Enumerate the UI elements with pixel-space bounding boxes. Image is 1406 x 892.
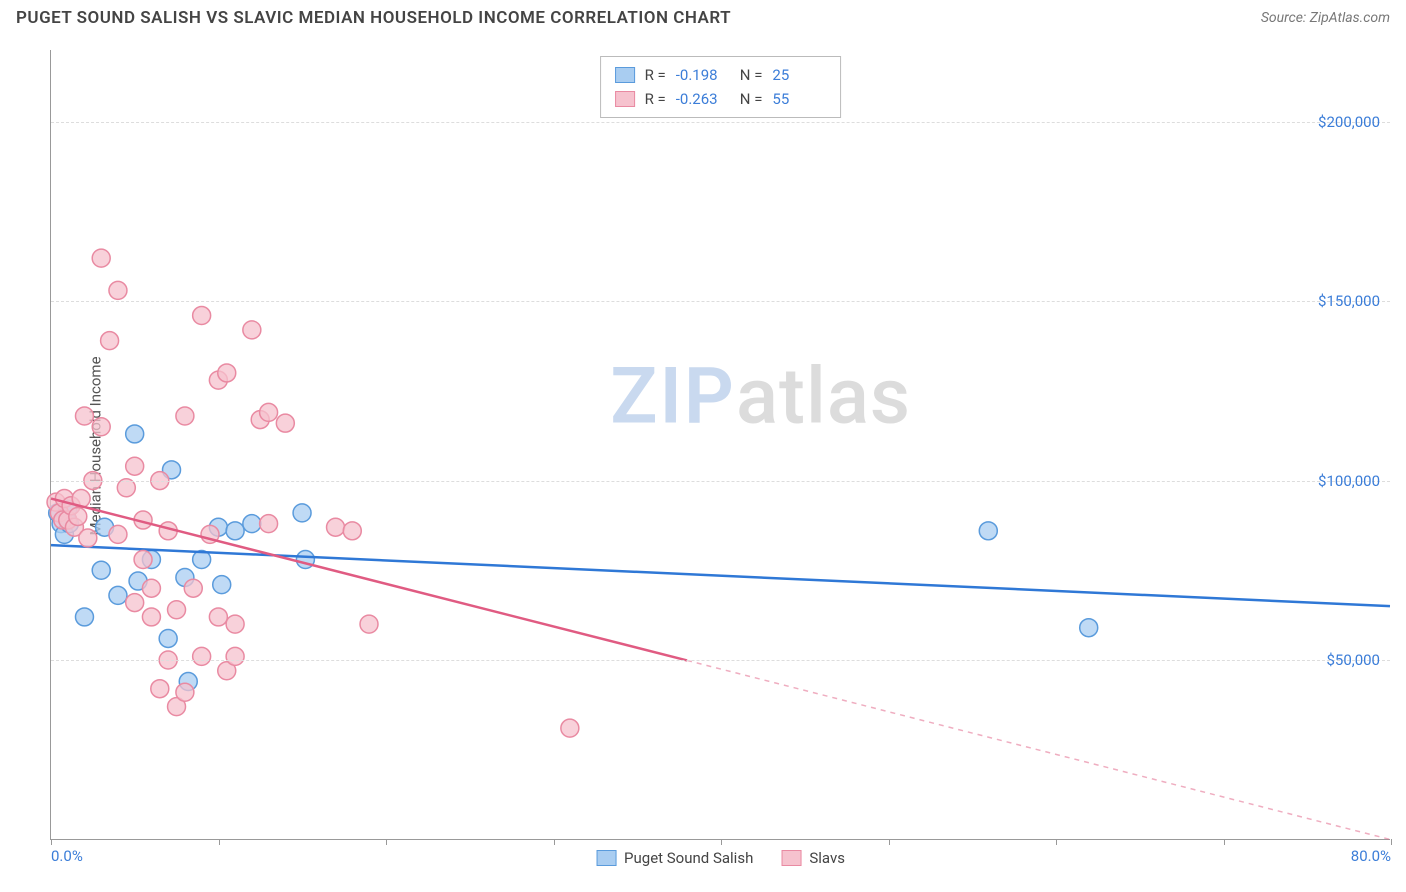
x-tick — [219, 839, 220, 845]
y-tick-label: $200,000 — [1318, 113, 1380, 131]
data-point — [168, 601, 186, 619]
x-tick — [386, 839, 387, 845]
data-point — [293, 504, 311, 522]
data-point — [126, 594, 144, 612]
legend-r-label: R = — [645, 63, 666, 87]
data-point — [1080, 619, 1098, 637]
correlation-legend: R = -0.198 N = 25 R = -0.263 N = 55 — [600, 56, 842, 118]
legend-item: Slavs — [781, 849, 845, 867]
legend-corr-row: R = -0.263 N = 55 — [615, 87, 827, 111]
legend-n-value: 25 — [772, 63, 826, 87]
x-tick — [554, 839, 555, 845]
data-point — [260, 515, 278, 533]
data-point — [193, 647, 211, 665]
data-point — [327, 518, 345, 536]
data-point — [226, 522, 244, 540]
gridline — [51, 481, 1390, 482]
data-point — [176, 683, 194, 701]
data-point — [260, 403, 278, 421]
data-point — [226, 647, 244, 665]
data-point — [79, 529, 97, 547]
data-point — [218, 364, 236, 382]
x-tick — [1224, 839, 1225, 845]
x-tick — [51, 839, 52, 845]
legend-r-value: -0.198 — [676, 63, 730, 87]
data-point — [159, 629, 177, 647]
data-point — [109, 586, 127, 604]
legend-label: Puget Sound Salish — [624, 849, 753, 867]
data-point — [109, 281, 127, 299]
data-point — [92, 418, 110, 436]
x-tick-label: 80.0% — [1351, 847, 1391, 865]
gridline — [51, 660, 1390, 661]
data-point — [92, 249, 110, 267]
legend-n-label: N = — [740, 63, 763, 87]
chart-area: ZIPatlas R =-0.198N =25R =-0.263N =55 Pu… — [50, 50, 1390, 840]
x-tick-label: 0.0% — [51, 847, 83, 865]
legend-r-label: R = — [645, 87, 666, 111]
legend-swatch — [596, 850, 616, 866]
data-point — [142, 579, 160, 597]
data-point — [101, 332, 119, 350]
y-tick-label: $100,000 — [1318, 472, 1380, 490]
data-point — [151, 680, 169, 698]
data-point — [126, 425, 144, 443]
data-point — [142, 608, 160, 626]
scatter-plot — [51, 50, 1390, 839]
legend-swatch — [615, 67, 635, 83]
data-point — [979, 522, 997, 540]
data-point — [226, 615, 244, 633]
chart-title: PUGET SOUND SALISH VS SLAVIC MEDIAN HOUS… — [16, 8, 731, 28]
data-point — [75, 608, 93, 626]
data-point — [193, 307, 211, 325]
legend-swatch — [781, 850, 801, 866]
gridline — [51, 301, 1390, 302]
data-point — [343, 522, 361, 540]
data-point — [276, 414, 294, 432]
data-point — [360, 615, 378, 633]
legend-label: Slavs — [809, 849, 845, 867]
data-point — [109, 525, 127, 543]
data-point — [184, 579, 202, 597]
regression-line-dashed — [687, 660, 1390, 839]
source-label: Source: ZipAtlas.com — [1261, 10, 1390, 26]
x-tick — [1391, 839, 1392, 845]
data-point — [69, 507, 87, 525]
data-point — [561, 719, 579, 737]
y-tick-label: $50,000 — [1326, 651, 1380, 669]
data-point — [92, 561, 110, 579]
regression-line — [51, 545, 1390, 606]
y-tick-label: $150,000 — [1318, 292, 1380, 310]
data-point — [75, 407, 93, 425]
legend-swatch — [615, 91, 635, 107]
series-legend: Puget Sound Salish Slavs — [596, 849, 845, 867]
legend-r-value: -0.263 — [676, 87, 730, 111]
data-point — [209, 608, 227, 626]
data-point — [126, 457, 144, 475]
data-point — [134, 551, 152, 569]
data-point — [243, 321, 261, 339]
x-tick — [1056, 839, 1057, 845]
legend-n-label: N = — [740, 87, 763, 111]
gridline — [51, 122, 1390, 123]
x-tick — [889, 839, 890, 845]
data-point — [243, 515, 261, 533]
data-point — [213, 576, 231, 594]
data-point — [176, 407, 194, 425]
legend-n-value: 55 — [772, 87, 826, 111]
legend-item: Puget Sound Salish — [596, 849, 753, 867]
x-tick — [721, 839, 722, 845]
legend-corr-row: R = -0.198 N = 25 — [615, 63, 827, 87]
